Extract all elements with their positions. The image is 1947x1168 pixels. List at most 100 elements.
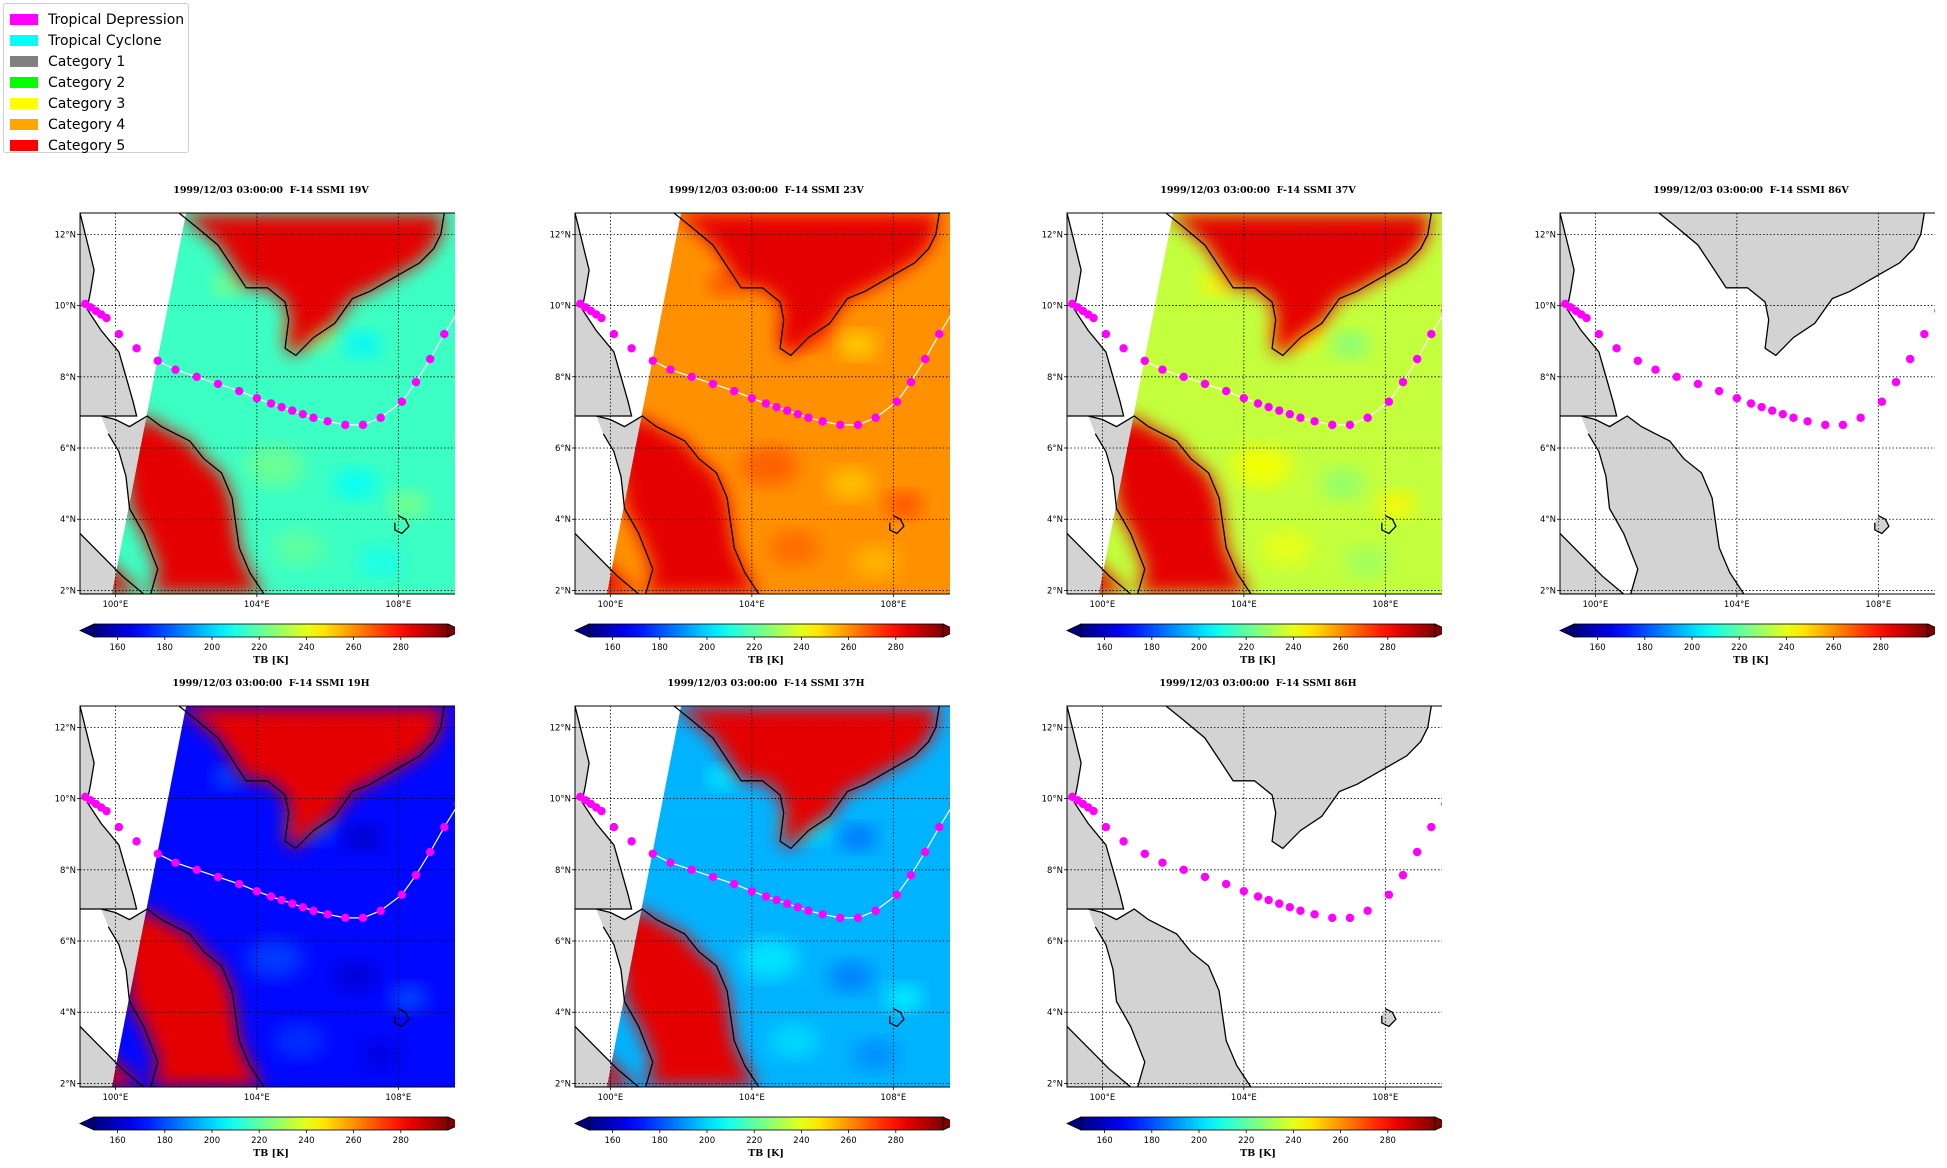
lon-tick-label: 100°E <box>597 1093 623 1103</box>
colorbar-max-arrow <box>942 623 950 638</box>
lat-tick-label: 6°N <box>60 444 76 454</box>
storm-track-point <box>114 822 124 832</box>
tb-texture <box>740 446 799 486</box>
colorbar-min-arrow <box>1559 623 1575 638</box>
panel-title: 1999/12/03 03:00:00 F-14 SSMI 86H <box>1159 678 1357 689</box>
storm-track-point <box>666 365 675 374</box>
storm-track-point <box>1582 313 1591 323</box>
storm-track-point <box>1275 899 1284 908</box>
storm-track-point <box>1412 354 1422 364</box>
storm-track-point <box>1594 329 1604 339</box>
storm-track-point <box>783 899 792 908</box>
panel-title: 1999/12/03 03:00:00 F-14 SSMI 23V <box>668 185 864 196</box>
storm-track-point <box>609 822 619 832</box>
colorbar-tick-label: 260 <box>840 1136 856 1146</box>
colorbar-tick-label: 180 <box>1637 643 1653 653</box>
colorbar-tick-label: 240 <box>1285 643 1301 653</box>
storm-track-point <box>1296 906 1305 915</box>
coastline <box>596 908 760 1087</box>
storm-track-point <box>1441 308 1442 314</box>
coastline <box>889 515 905 535</box>
storm-track-point <box>666 858 675 867</box>
colorbar-tick-label: 160 <box>1096 643 1112 653</box>
storm-track-point <box>213 872 223 882</box>
coastline <box>1560 533 1625 594</box>
colorbar-tick-label: 200 <box>1191 1136 1207 1146</box>
coastline <box>575 213 633 417</box>
storm-track-point <box>747 886 757 896</box>
storm-track-point <box>411 870 421 880</box>
storm-track-point <box>627 344 636 353</box>
storm-track-point <box>1920 329 1929 339</box>
storm-track-point <box>323 417 332 426</box>
colorbar <box>1573 623 1929 638</box>
storm-track-point <box>341 913 350 923</box>
storm-track-point <box>892 397 902 406</box>
colorbar <box>588 623 944 638</box>
lat-tick-label: 10°N <box>550 302 571 312</box>
storm-track-point <box>1264 402 1273 412</box>
tb-texture <box>245 939 304 979</box>
land-tb-field <box>111 909 264 1087</box>
storm-track-point <box>609 329 619 339</box>
storm-track-point <box>1239 393 1249 403</box>
storm-track-point <box>266 399 276 408</box>
storm-track-point <box>818 910 827 919</box>
map-panel: 1999/12/03 03:00:00 F-14 SSMI 86V 2°N 4°N 6… <box>1535 185 1947 675</box>
colorbar-tick-label: 200 <box>699 643 715 653</box>
land-tb-field <box>179 213 455 356</box>
storm-track-point <box>1239 886 1249 896</box>
coastline <box>889 1008 905 1028</box>
storm-track-point <box>376 906 385 915</box>
coastline <box>80 533 145 594</box>
land-tb-field <box>674 706 950 849</box>
map-frame <box>574 212 950 595</box>
lon-tick-label: 108°E <box>1372 600 1398 610</box>
storm-track-point <box>853 420 863 430</box>
colorbar-tick-label: 160 <box>604 1136 620 1146</box>
tb-texture <box>333 468 379 500</box>
map-frame <box>1559 212 1935 595</box>
coastline <box>575 1026 640 1087</box>
storm-track-point <box>1427 822 1436 832</box>
tb-texture <box>707 766 740 789</box>
map-frame <box>574 705 950 1088</box>
land-gray <box>575 1026 639 1087</box>
lon-tick-label: 100°E <box>597 600 623 610</box>
storm-track-point <box>1179 865 1188 874</box>
colorbar <box>1080 623 1436 638</box>
storm-track-point <box>920 354 930 364</box>
lon-tick-label: 108°E <box>1865 600 1891 610</box>
storm-track-point <box>376 413 385 422</box>
storm-track-point <box>358 913 368 923</box>
storm-track-point <box>1714 386 1724 396</box>
lat-tick-label: 2°N <box>555 586 571 596</box>
tb-texture <box>1232 446 1291 486</box>
colorbar-tick-label: 180 <box>157 1136 173 1146</box>
storm-track-point <box>323 910 332 919</box>
storm-track-point <box>836 913 845 923</box>
legend-swatch <box>10 98 38 109</box>
lon-tick-label: 108°E <box>1372 1093 1398 1103</box>
land-gray <box>80 1026 144 1087</box>
storm-track-point <box>708 379 718 389</box>
storm-track-point <box>1398 377 1408 387</box>
storm-track-point <box>358 420 368 430</box>
colorbar-label: TB [K] <box>748 1148 784 1159</box>
storm-track-point <box>440 822 449 832</box>
colorbar-tick-label: 260 <box>345 643 361 653</box>
lat-tick-label: 8°N <box>1540 373 1556 383</box>
storm-track-point <box>192 372 201 381</box>
storm-track-point <box>171 365 180 374</box>
storm-track-point <box>892 890 902 899</box>
storm-track-point <box>288 899 297 908</box>
colorbar-tick-label: 160 <box>604 643 620 653</box>
storm-track-point <box>804 906 813 915</box>
coastline <box>1381 515 1397 535</box>
storm-track-point <box>102 806 111 816</box>
map-panel: 1999/12/03 03:00:00 F-14 SSMI 23V 2°N 4°N 6… <box>550 185 990 675</box>
storm-track-point <box>1119 837 1128 846</box>
colorbar-tick-label: 160 <box>1096 1136 1112 1146</box>
storm-track-point <box>425 354 435 364</box>
colorbar-tick-label: 220 <box>1731 643 1747 653</box>
